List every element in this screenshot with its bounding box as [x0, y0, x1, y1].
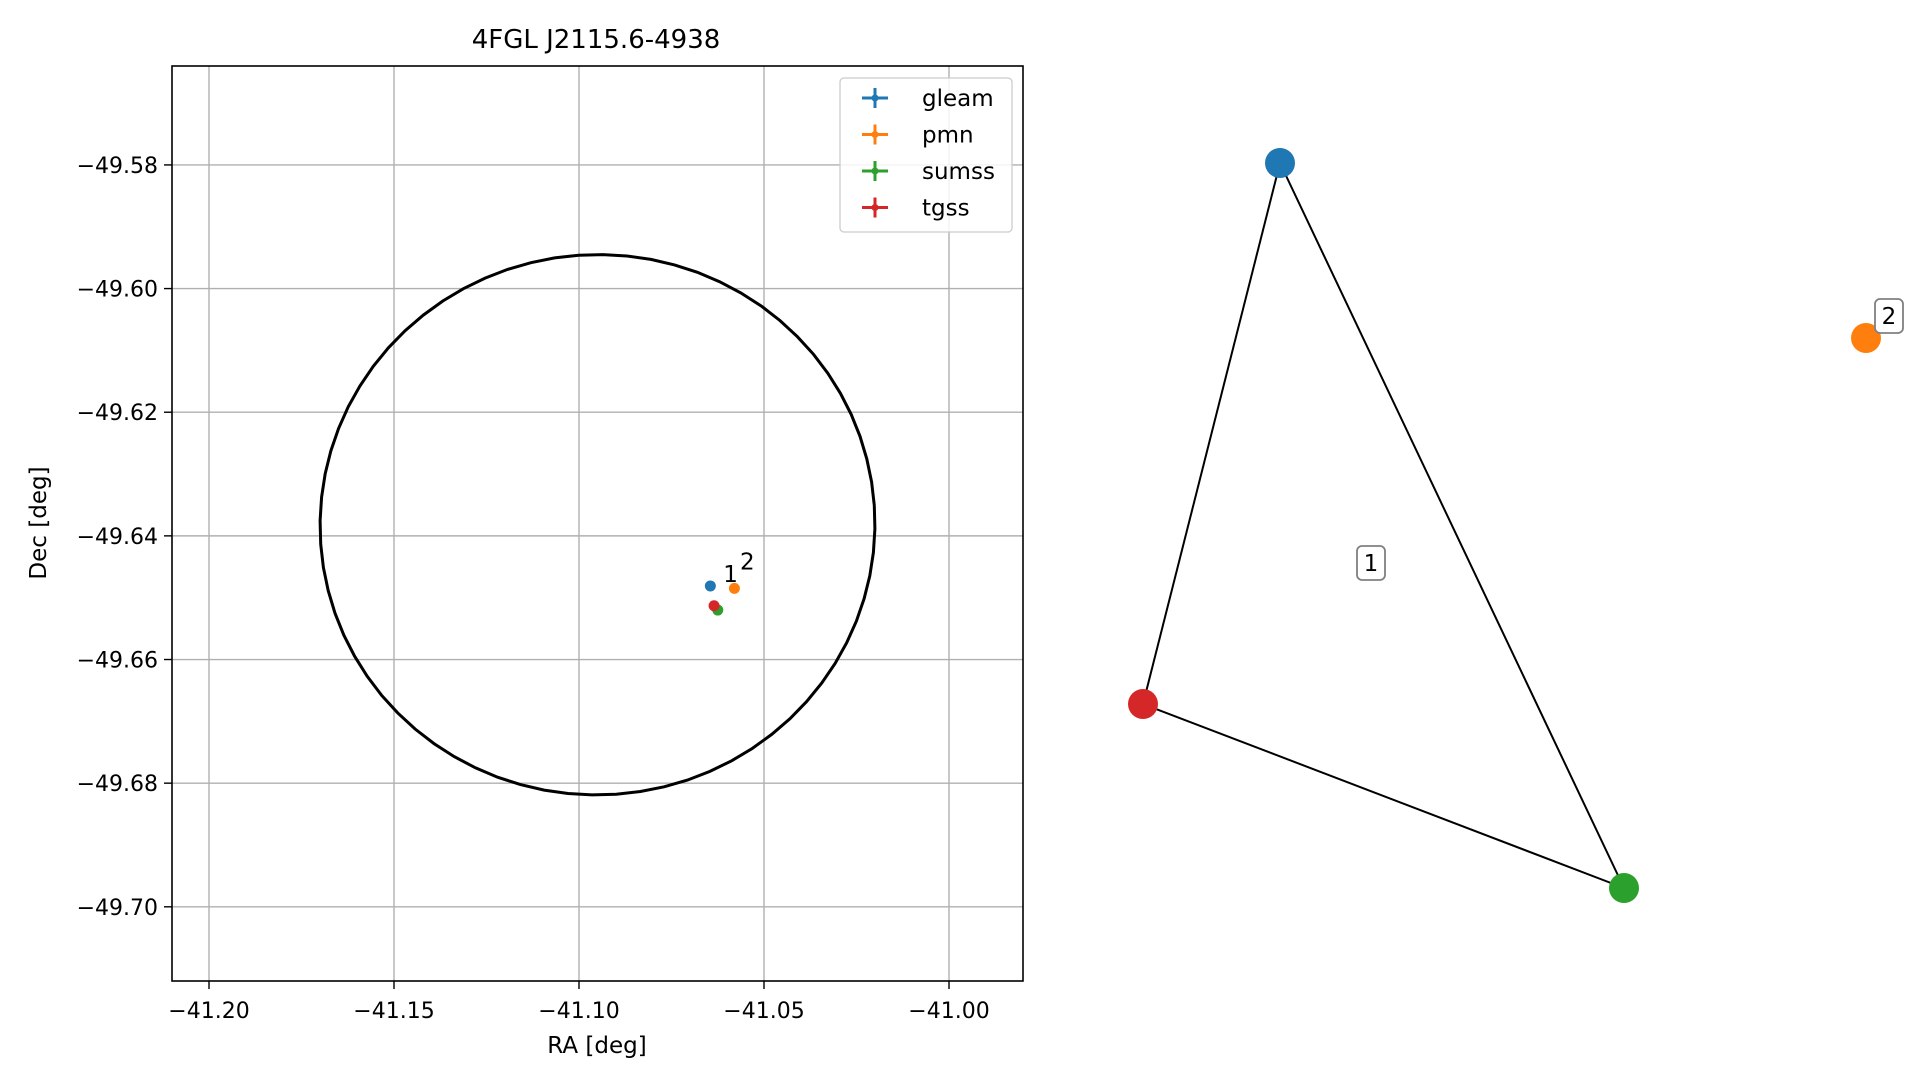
- data-point-pmn: [728, 582, 740, 594]
- point-label: 2: [740, 549, 755, 575]
- data-points-layer: [704, 580, 740, 616]
- x-tick-label: −41.00: [908, 999, 989, 1024]
- grid-lines: [172, 66, 1023, 981]
- group-label: 1: [1364, 551, 1379, 577]
- data-point-gleam: [704, 580, 716, 592]
- group-label-box: [1874, 298, 1904, 334]
- y-axis-label: Dec [deg]: [26, 466, 52, 579]
- x-tick-label: −41.10: [538, 999, 619, 1024]
- y-tick-label: −49.70: [77, 896, 158, 921]
- x-axis-label: RA [deg]: [547, 1033, 646, 1059]
- y-tick-label: −49.64: [77, 525, 158, 550]
- legend-label-sumss: sumss: [922, 159, 995, 185]
- x-axis-ticks: −41.20 −41.15 −41.10 −41.05 −41.00: [168, 981, 990, 1024]
- y-tick-label: −49.58: [77, 154, 158, 179]
- group-labels: 12: [1356, 298, 1904, 581]
- legend: gleam pmn sumss tgss: [839, 77, 1013, 233]
- group-label: 2: [1882, 304, 1897, 330]
- node-gleam: [1265, 148, 1295, 178]
- y-tick-label: −49.60: [77, 278, 158, 303]
- legend-marker-gleam-dot: [871, 94, 879, 102]
- error-ellipse-layer: [318, 253, 877, 797]
- group-label-box: [1356, 545, 1386, 581]
- legend-marker-tgss-dot: [871, 204, 879, 211]
- legend-box: [839, 77, 1013, 233]
- edge-gleam-tgss: [1142, 162, 1281, 705]
- legend-label-tgss: tgss: [922, 196, 970, 222]
- y-axis-ticks: −49.58 −49.60 −49.62 −49.64 −49.66 −49.68 −49.…: [77, 154, 172, 921]
- legend-marker-sumss-dot: [871, 167, 879, 175]
- y-tick-label: −49.62: [77, 401, 158, 426]
- legend-marker-pmn-dot: [871, 131, 879, 138]
- legend-label-gleam: gleam: [922, 86, 994, 112]
- node-sumss: [1609, 873, 1639, 903]
- axes-frame: [171, 65, 1024, 982]
- node-tgss: [1128, 689, 1158, 719]
- data-point-tgss: [708, 600, 720, 612]
- graph-edges: [1142, 162, 1625, 889]
- network-panel: 12: [1128, 148, 1904, 903]
- x-tick-label: −41.15: [353, 999, 434, 1024]
- error-ellipse: [318, 253, 877, 797]
- chart-title: 4FGL J2115.6-4938: [472, 25, 721, 55]
- node-pmn: [1851, 323, 1881, 353]
- x-tick-label: −41.20: [168, 999, 249, 1024]
- legend-items: gleam pmn sumss tgss: [862, 86, 995, 222]
- edge-tgss-sumss: [1142, 703, 1625, 889]
- y-tick-label: −49.66: [77, 649, 158, 674]
- point-label: 1: [723, 562, 738, 588]
- graph-nodes: [1128, 148, 1881, 903]
- x-tick-label: −41.05: [723, 999, 804, 1024]
- edge-gleam-sumss: [1279, 162, 1625, 889]
- legend-label-pmn: pmn: [922, 123, 974, 149]
- y-tick-label: −49.68: [77, 772, 158, 797]
